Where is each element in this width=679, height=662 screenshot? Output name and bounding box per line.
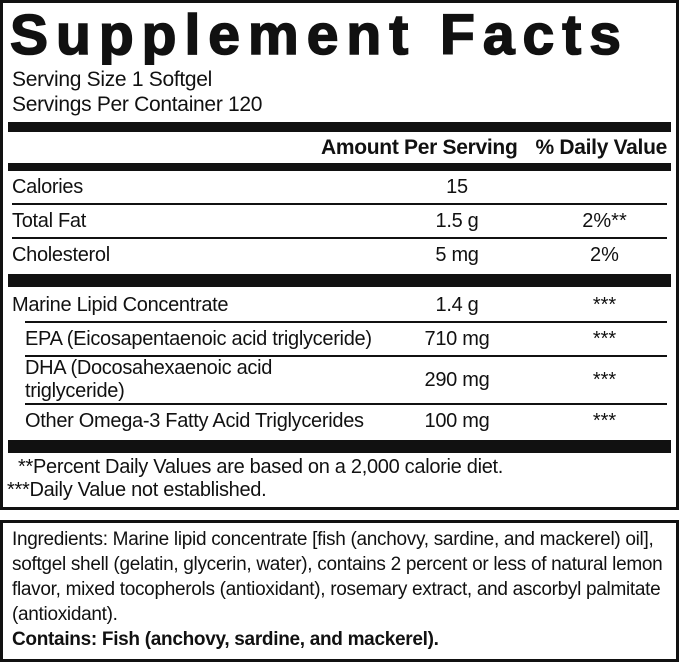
allergen-contains-statement: Contains: Fish (anchovy, sardine, and ma… <box>12 629 439 650</box>
thick-divider-top <box>8 122 671 132</box>
table-row-cholesterol: Cholesterol 5 mg 2% <box>12 237 667 271</box>
ingredients-label: Ingredients: <box>12 529 108 550</box>
table-row-total-fat: Total Fat 1.5 g 2%** <box>12 203 667 237</box>
nutrient-name: Marine Lipid Concentrate <box>12 293 229 316</box>
table-row-other-omega-3: Other Omega-3 Fatty Acid Triglycerides 1… <box>25 403 667 437</box>
nutrient-amount: 15 <box>446 175 468 198</box>
serving-size: Serving Size 1 Softgel <box>12 68 213 91</box>
nutrient-amount: 710 mg <box>424 327 490 350</box>
nutrient-amount: 290 mg <box>424 368 490 391</box>
nutrient-name: Cholesterol <box>12 243 110 266</box>
footnotes: **Percent Daily Values are based on a 2,… <box>7 456 667 502</box>
nutrient-name: Total Fat <box>12 209 86 232</box>
footnote-daily-values: **Percent Daily Values are based on a 2,… <box>18 456 504 478</box>
table-row-marine-lipid-concentrate: Marine Lipid Concentrate 1.4 g *** <box>12 289 667 321</box>
table-row-dha: DHA (Docosahexaenoic acid triglyceride) … <box>25 355 667 403</box>
nutrient-daily-value: 2%** <box>582 209 627 232</box>
nutrient-daily-value: *** <box>592 293 617 316</box>
nutrient-daily-value: 2% <box>590 243 619 266</box>
ingredients-panel: Ingredients: Marine lipid concentrate [f… <box>0 520 679 662</box>
nutrient-name: Calories <box>12 175 83 198</box>
footnote-not-established: ***Daily Value not established. <box>7 479 267 501</box>
nutrient-name: Other Omega-3 Fatty Acid Triglycerides <box>25 409 364 432</box>
nutrient-amount: 100 mg <box>424 409 490 432</box>
ingredients-text: Ingredients: Marine lipid concentrate [f… <box>12 527 667 627</box>
panel-title: Supplement Facts <box>10 5 629 65</box>
nutrient-name: EPA (Eicosapentaenoic acid triglyceride) <box>25 327 372 350</box>
thick-divider-bottom <box>8 440 671 453</box>
nutrient-amount: 1.5 g <box>435 209 479 232</box>
column-header-row: Amount Per Serving % Daily Value <box>12 132 667 163</box>
thick-divider-middle <box>8 274 671 287</box>
servings-per-container: Servings Per Container 120 <box>12 93 263 116</box>
nutrient-amount: 1.4 g <box>435 293 479 316</box>
table-row-calories: Calories 15 <box>12 171 667 203</box>
supplement-facts-panel: Supplement Facts Serving Size 1 Softgel … <box>0 0 679 510</box>
amount-per-serving-header: Amount Per Serving <box>321 135 518 159</box>
ingredients-body: Marine lipid concentrate [fish (anchovy,… <box>12 529 663 625</box>
percent-daily-value-header: % Daily Value <box>535 135 667 159</box>
nutrient-daily-value: *** <box>592 368 617 391</box>
nutrient-name: DHA (Docosahexaenoic acid triglyceride) <box>25 357 273 402</box>
table-row-epa: EPA (Eicosapentaenoic acid triglyceride)… <box>25 321 667 355</box>
nutrient-amount: 5 mg <box>435 243 479 266</box>
nutrient-daily-value: *** <box>592 409 617 432</box>
medium-divider <box>8 163 671 171</box>
nutrient-daily-value: *** <box>592 327 617 350</box>
